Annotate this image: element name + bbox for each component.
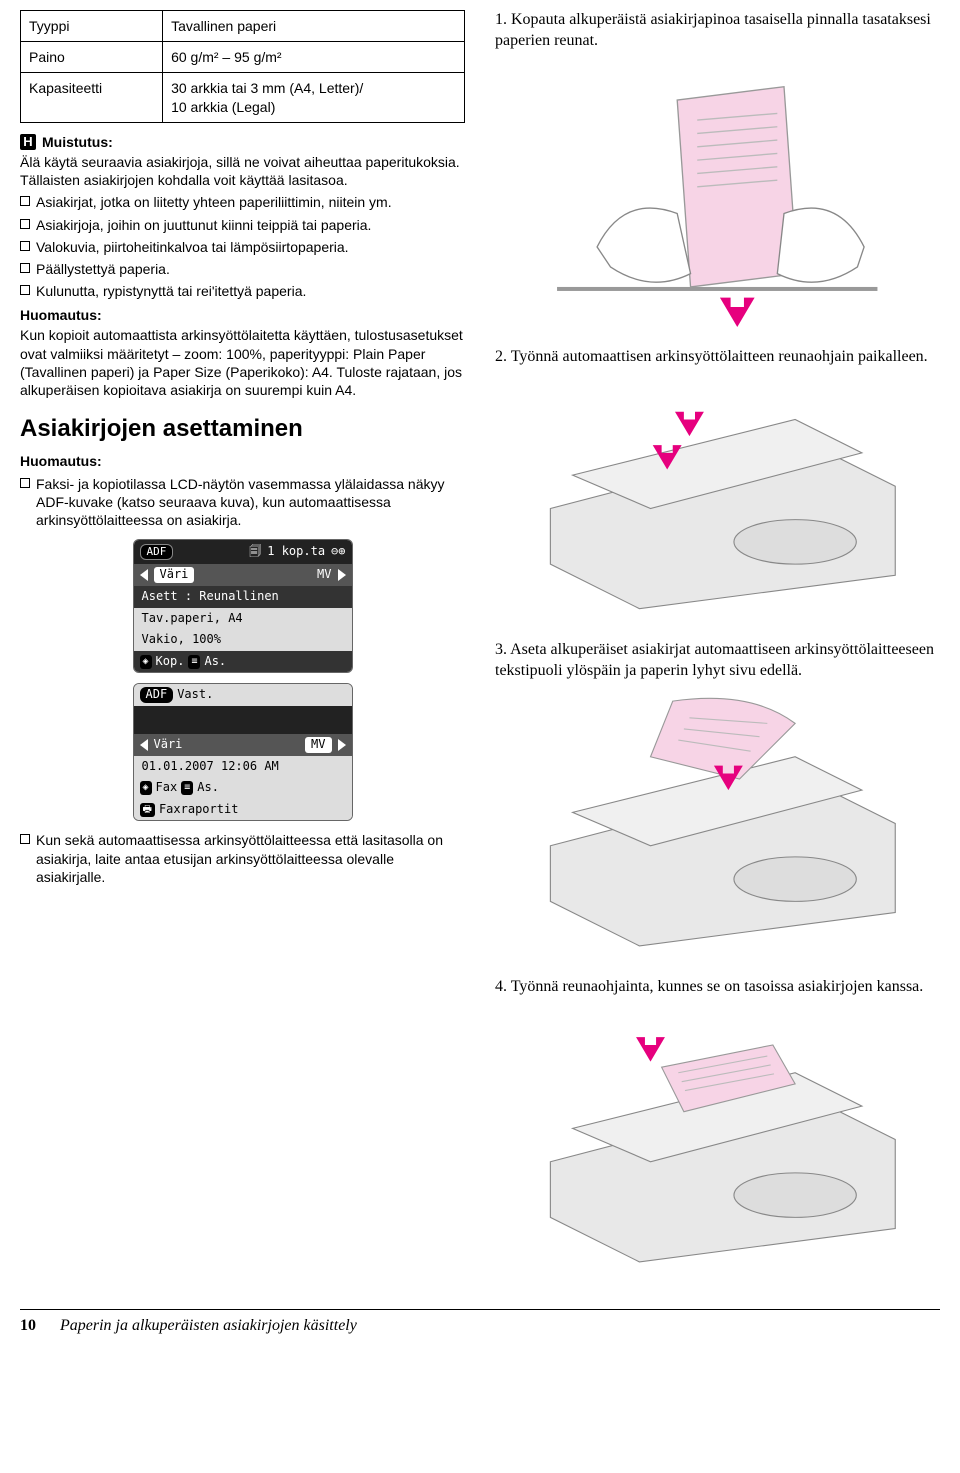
bullet-text: Kun sekä automaattisessa arkinsyöttölait… — [36, 831, 465, 886]
arrow-right-icon — [338, 569, 346, 581]
bullet-icon — [20, 241, 30, 251]
bullet-text: Valokuvia, piirtoheitinkalvoa tai lämpös… — [36, 238, 349, 256]
spec-row-label: Paino — [21, 42, 163, 73]
huomautus1-body: Kun kopioit automaattista arkinsyöttölai… — [20, 326, 465, 399]
footer-title: Paperin ja alkuperäisten asiakirjojen kä… — [60, 1317, 357, 1334]
lcd1-top-text: 1 kop.ta — [267, 544, 325, 560]
bullet-text: Asiakirjoja, joihin on juuttunut kiinni … — [36, 216, 371, 234]
diamond-icon: ◈ — [140, 781, 152, 795]
section-heading: Asiakirjojen asettaminen — [20, 413, 465, 444]
bullet-icon — [20, 834, 30, 844]
step-num: 1. — [495, 11, 507, 28]
lcd2-as: As. — [197, 780, 219, 796]
lcd1-asett: Asett : Reunallinen — [134, 586, 352, 608]
lcd2-top-text: Vast. — [177, 687, 213, 703]
spec-row-value: 60 g/m² – 95 g/m² — [163, 42, 465, 73]
lcd-screenshot-2: ADF Vast. Väri MV 01.01.2007 12:06 AM ◈ … — [133, 683, 353, 821]
step-num: 3. — [495, 641, 507, 658]
illustration-edge-guide — [517, 375, 918, 620]
spec-table: Tyyppi Tavallinen paperi Paino 60 g/m² –… — [20, 10, 465, 123]
bullet-icon — [20, 263, 30, 273]
bullet-list-1: Asiakirjat, jotka on liitetty yhteen pap… — [20, 193, 465, 300]
lcd1-kop: Kop. — [156, 654, 185, 670]
bullet-icon — [20, 478, 30, 488]
illustration-tap-paper — [517, 60, 918, 327]
lcd2-mode-mv: MV — [305, 737, 331, 753]
menu-icon: ≡ — [188, 655, 200, 669]
spec-row-value: 30 arkkia tai 3 mm (A4, Letter)/ 10 arkk… — [163, 73, 465, 122]
spec-row-label: Kapasiteetti — [21, 73, 163, 122]
adf-badge: ADF — [140, 544, 174, 560]
lcd-screenshot-1: ADF 🗐 1 kop.ta ⊖⊕ Väri MV Asett : Reunal… — [133, 539, 353, 673]
adf-badge: ADF — [140, 687, 174, 703]
step-2: 2. Työnnä automaattisen arkinsyöttölaitt… — [495, 347, 940, 368]
lcd2-mode-vari: Väri — [154, 737, 183, 753]
illustration-insert-paper — [517, 690, 918, 957]
step-num: 4. — [495, 978, 507, 995]
diamond-icon: ◈ — [140, 655, 152, 669]
spec-row-value: Tavallinen paperi — [163, 11, 465, 42]
page-number: 10 — [20, 1317, 36, 1334]
step-text: Kopauta alkuperäistä asiakirjapinoa tasa… — [495, 11, 931, 49]
menu-icon: ≡ — [181, 781, 193, 795]
page-footer: 10 Paperin ja alkuperäisten asiakirjojen… — [20, 1309, 940, 1337]
step-text: Työnnä reunaohjainta, kunnes se on tasoi… — [511, 978, 924, 995]
lcd1-set2: Vakio, 100% — [134, 629, 352, 651]
step-3: 3. Aseta alkuperäiset asiakirjat automaa… — [495, 640, 940, 682]
step-1: 1. Kopauta alkuperäistä asiakirjapinoa t… — [495, 10, 940, 52]
muistutus-heading: H Muistutus: — [20, 133, 465, 151]
lcd1-mode-mv: MV — [317, 567, 331, 583]
arrow-left-icon — [140, 569, 148, 581]
bullet-text: Asiakirjat, jotka on liitetty yhteen pap… — [36, 193, 392, 211]
step-text: Aseta alkuperäiset asiakirjat automaatti… — [495, 641, 934, 679]
lcd1-mode-vari: Väri — [154, 567, 195, 583]
illustration-slide-guide — [517, 1006, 918, 1273]
lcd2-fax: Fax — [156, 780, 178, 796]
lcd1-set1: Tav.paperi, A4 — [134, 608, 352, 630]
arrow-right-icon — [338, 739, 346, 751]
lcd2-date: 01.01.2007 12:06 AM — [134, 756, 352, 778]
lcd1-as: As. — [204, 654, 226, 670]
bullet-text: Faksi- ja kopiotilassa LCD-näytön vasemm… — [36, 475, 465, 530]
huomautus1-head: Huomautus: — [20, 306, 465, 324]
step-4: 4. Työnnä reunaohjainta, kunnes se on ta… — [495, 977, 940, 998]
bullet-text: Kulunutta, rypistynyttä tai rei'itettyä … — [36, 282, 306, 300]
lcd2-faxraportit: Faxraportit — [159, 802, 238, 818]
bullet-icon — [20, 219, 30, 229]
arrow-left-icon — [140, 739, 148, 751]
huomautus2-head: Huomautus: — [20, 452, 465, 470]
step-text: Työnnä automaattisen arkinsyöttölaitteen… — [511, 348, 928, 365]
step-num: 2. — [495, 348, 507, 365]
report-icon: 🖶 — [140, 803, 155, 817]
bullet-icon — [20, 196, 30, 206]
bullet-text: Päällystettyä paperia. — [36, 260, 170, 278]
muistutus-body: Älä käytä seuraavia asiakirjoja, sillä n… — [20, 153, 465, 189]
warning-icon: H — [20, 134, 36, 150]
muistutus-label: Muistutus: — [42, 133, 113, 151]
bullet-icon — [20, 285, 30, 295]
spec-row-label: Tyyppi — [21, 11, 163, 42]
